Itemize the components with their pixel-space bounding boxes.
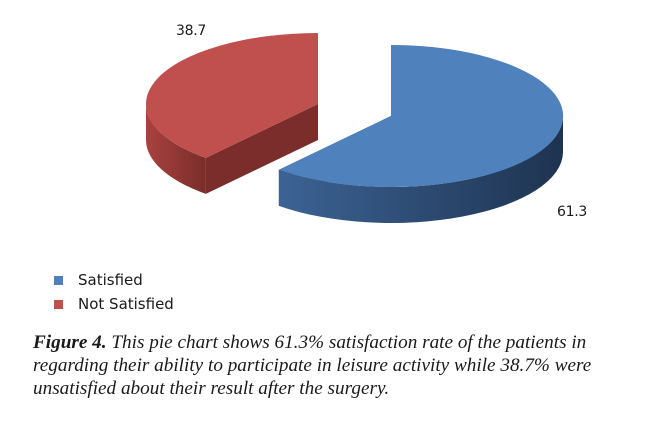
- legend-swatch-not-satisfied: [54, 299, 63, 309]
- figure-label: Figure 4.: [33, 332, 107, 353]
- legend-label: Not Satisfied: [78, 295, 174, 313]
- slice-satisfied-side: [278, 116, 563, 223]
- legend-swatch-satisfied: [54, 275, 63, 285]
- figure-caption: Figure 4. This pie chart shows 61.3% sat…: [33, 331, 633, 400]
- slice-not-satisfied: [146, 33, 318, 158]
- legend: Satisfied Not Satisfied: [54, 268, 174, 316]
- legend-item-satisfied: Satisfied: [54, 268, 174, 292]
- slice-not-satisfied-side: [146, 104, 206, 194]
- legend-item-not-satisfied: Not Satisfied: [54, 292, 174, 316]
- slice-not-satisfied-cut-face: [205, 104, 318, 194]
- legend-label: Satisfied: [78, 271, 143, 289]
- data-label-satisfied: 61.3: [557, 204, 587, 220]
- pie-chart: [146, 33, 564, 223]
- data-label-not-satisfied: 38.7: [176, 23, 206, 39]
- caption-text: This pie chart shows 61.3% satisfaction …: [33, 332, 592, 399]
- slice-satisfied: [278, 44, 564, 188]
